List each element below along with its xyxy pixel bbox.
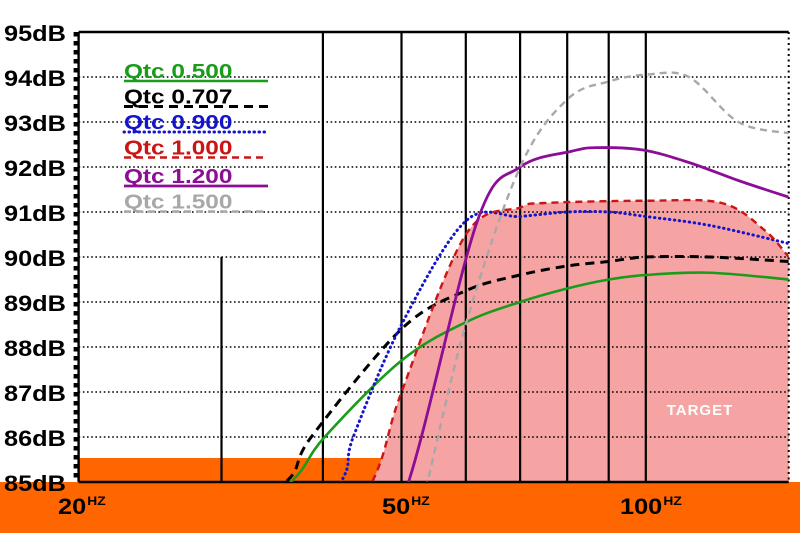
svg-text:Qtc 0.500: Qtc 0.500	[124, 60, 232, 82]
svg-text:Qtc 0.707: Qtc 0.707	[124, 86, 232, 108]
svg-text:Qtc 1.500: Qtc 1.500	[124, 191, 232, 213]
svg-text:Qtc 0.900: Qtc 0.900	[124, 111, 232, 133]
svg-text:TARGET: TARGET	[667, 402, 734, 419]
svg-text:Qtc 1.000: Qtc 1.000	[124, 137, 232, 159]
svg-text:Qtc 1.200: Qtc 1.200	[124, 165, 232, 187]
